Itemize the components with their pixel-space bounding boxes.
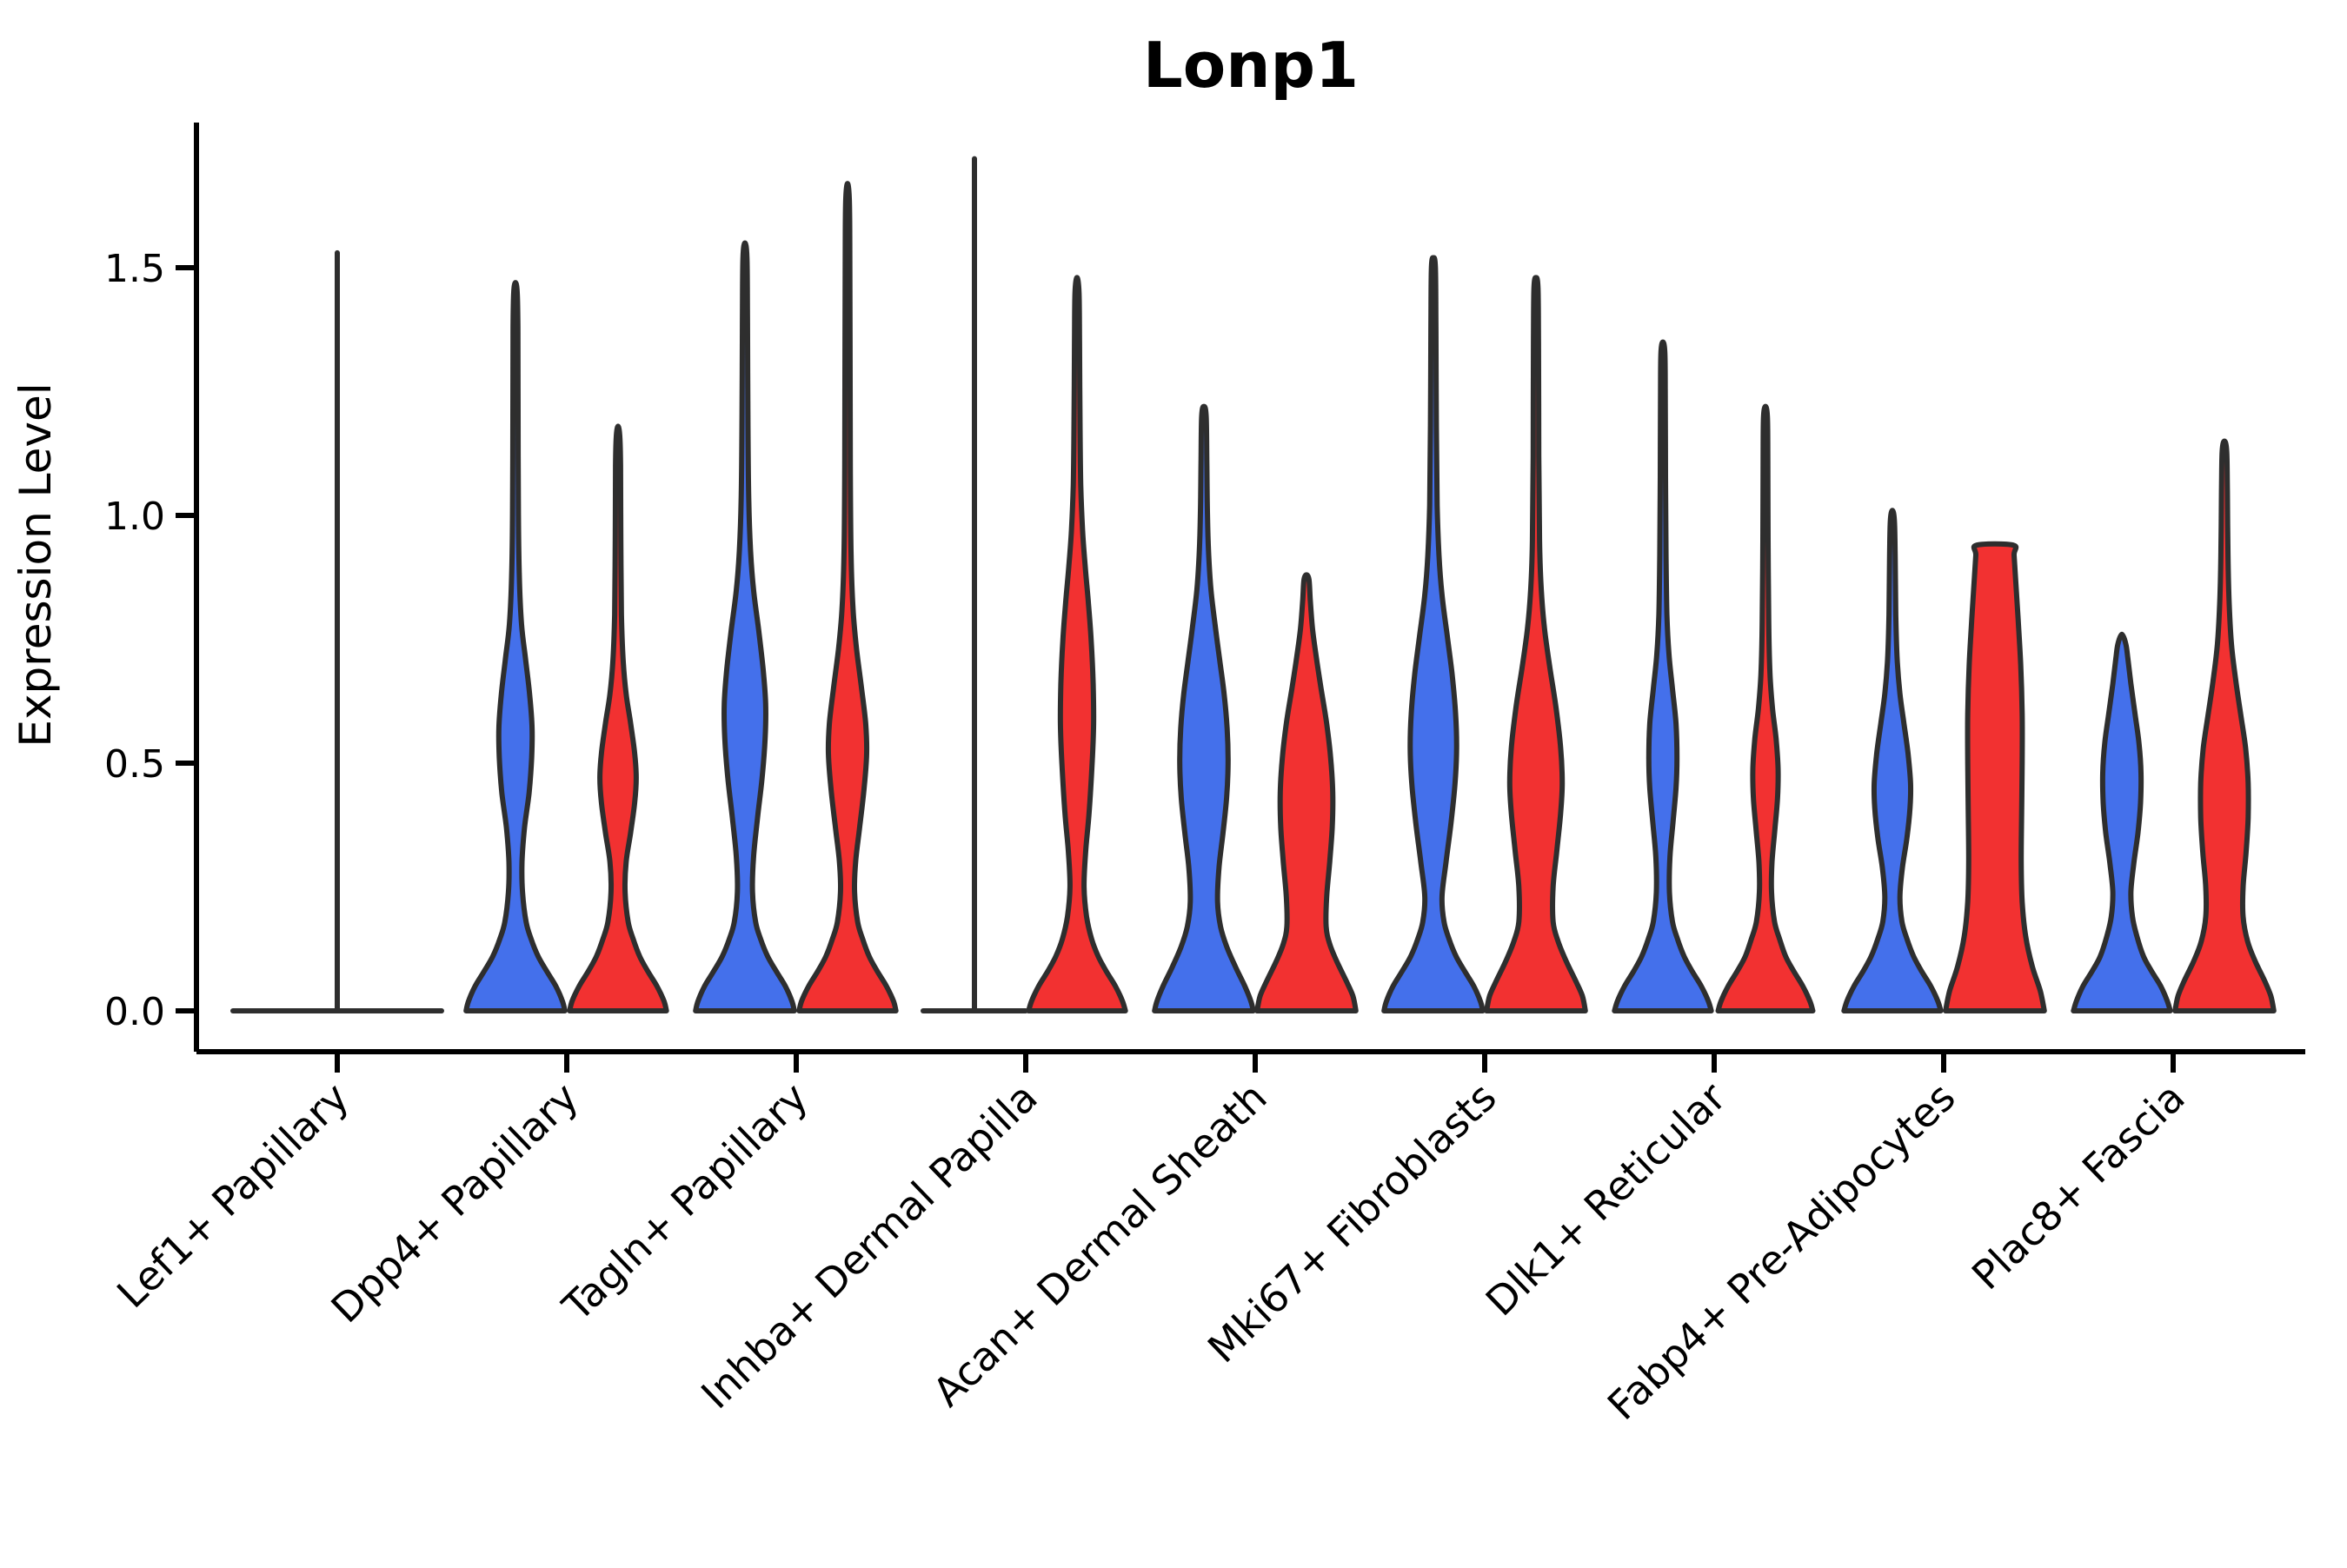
- y-tick-label: 1.5: [104, 247, 165, 291]
- violin-red: [1026, 275, 1128, 1013]
- violin-blue: [2071, 631, 2173, 1013]
- x-tick-label: Plac8+ Fascia: [1963, 1073, 2194, 1299]
- violin-red: [1254, 572, 1359, 1013]
- violin-red: [796, 181, 899, 1013]
- violin-blue: [1381, 255, 1486, 1013]
- x-tick-label: Lef1+ Papillary: [108, 1073, 357, 1317]
- violins-group: [230, 156, 2277, 1013]
- x-tick-label: Tagln+ Papillary: [553, 1073, 816, 1331]
- axes-spines: [194, 123, 2305, 1054]
- violin-red: [1943, 541, 2047, 1013]
- violin-blue: [463, 280, 568, 1013]
- violin-blue: [1612, 339, 1714, 1013]
- y-tick-label: 0.0: [104, 990, 165, 1034]
- y-axis-ticks: 0.0 0.5 1.0 1.5: [104, 247, 196, 1034]
- x-tick-label: Dpp4+ Papillary: [322, 1073, 588, 1332]
- violin-blue: [693, 240, 797, 1013]
- violin-blue: [1152, 403, 1256, 1013]
- violin-red: [567, 423, 669, 1013]
- y-axis-label: Expression Level: [10, 382, 61, 747]
- violin-red: [2172, 438, 2277, 1013]
- x-tick-label: Dlk1+ Reticular: [1477, 1073, 1735, 1325]
- violin-red: [1484, 275, 1588, 1013]
- y-tick-label: 1.0: [104, 495, 165, 539]
- plot-title: Lonp1: [1143, 29, 1359, 102]
- y-tick-label: 0.5: [104, 742, 165, 787]
- violin-red: [1715, 403, 1816, 1013]
- violin-blue: [1841, 508, 1944, 1013]
